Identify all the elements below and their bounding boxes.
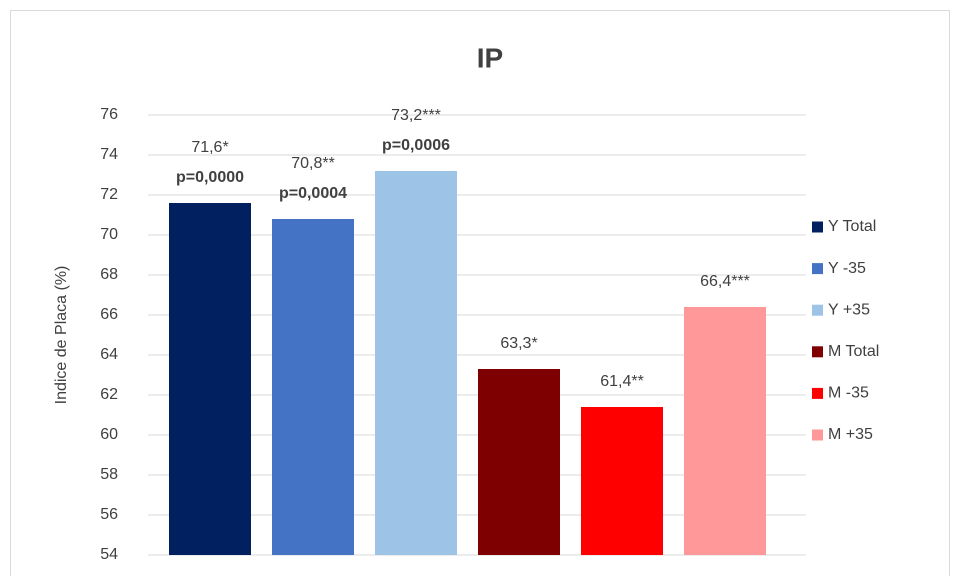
y-tick-label: 58 xyxy=(100,466,118,483)
y-tick-label: 76 xyxy=(100,106,118,123)
data-label: 61,4** xyxy=(600,373,644,390)
bar xyxy=(169,203,251,555)
y-tick-label: 72 xyxy=(100,186,118,203)
bar xyxy=(684,307,766,555)
legend-swatch xyxy=(812,263,823,275)
bar xyxy=(375,171,457,555)
y-tick-label: 70 xyxy=(100,226,118,243)
y-tick-label: 68 xyxy=(100,266,118,283)
y-tick-label: 62 xyxy=(100,386,118,403)
y-tick-label: 74 xyxy=(100,146,118,163)
data-label: 71,6* xyxy=(191,139,228,156)
bar xyxy=(478,369,560,555)
data-label: 73,2*** xyxy=(391,107,441,124)
p-value-label: p=0,0004 xyxy=(279,185,347,202)
y-tick-label: 56 xyxy=(100,506,118,523)
legend-swatch xyxy=(812,429,823,441)
legend-label: M +35 xyxy=(828,426,873,443)
y-tick-label: 60 xyxy=(100,426,118,443)
y-tick-label: 54 xyxy=(100,546,118,563)
legend-swatch xyxy=(812,387,823,399)
chart-title: IP xyxy=(477,42,503,73)
data-label: 63,3* xyxy=(500,335,537,352)
y-axis-label: Indice de Placa (%) xyxy=(53,266,70,405)
data-label: 66,4*** xyxy=(700,273,750,290)
p-value-label: p=0,0006 xyxy=(382,137,450,154)
y-tick-label: 66 xyxy=(100,306,118,323)
legend-swatch xyxy=(812,346,823,358)
legend-label: Y -35 xyxy=(828,260,866,277)
legend-label: Y Total xyxy=(828,218,876,235)
bar xyxy=(272,219,354,555)
legend-swatch xyxy=(812,221,823,233)
legend-label: Y +35 xyxy=(828,301,870,318)
legend-label: M Total xyxy=(828,343,879,360)
legend-swatch xyxy=(812,304,823,316)
p-value-label: p=0,0000 xyxy=(176,169,244,186)
data-label: 70,8** xyxy=(291,155,335,172)
y-tick-label: 64 xyxy=(100,346,118,363)
legend-label: M -35 xyxy=(828,385,869,402)
bar xyxy=(581,407,663,555)
